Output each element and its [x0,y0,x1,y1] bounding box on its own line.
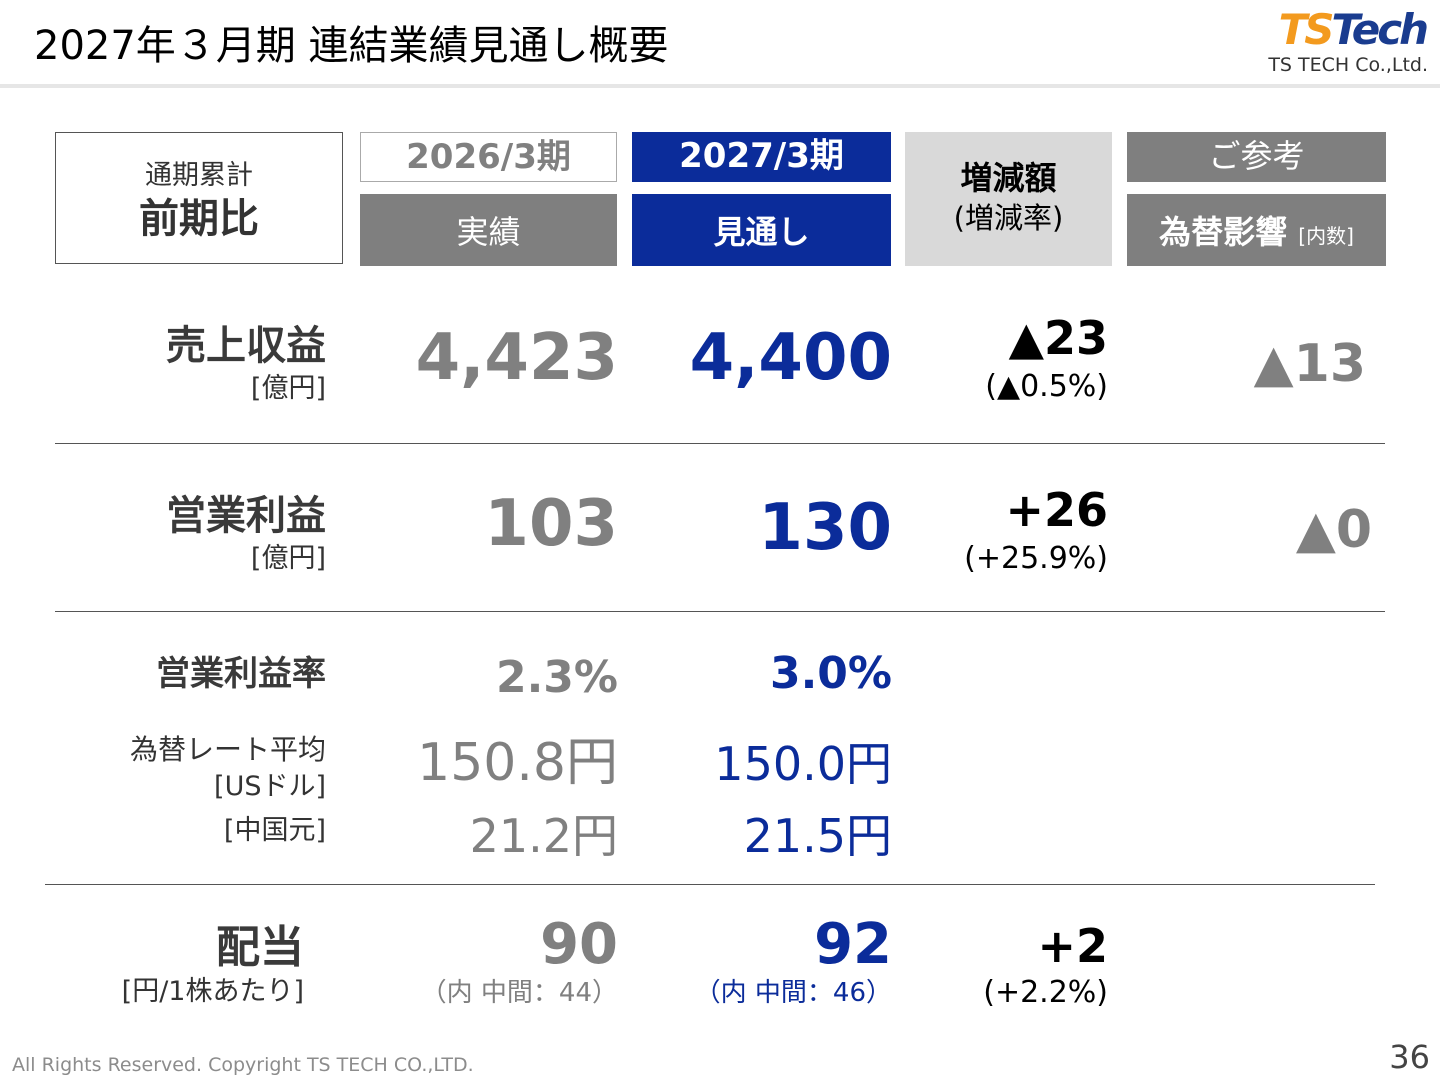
diff-header: 増減額 (増減率) [905,132,1112,266]
prev-actual-header: 実績 [360,194,617,266]
diff-header-amount: 増減額 [960,159,1057,197]
copyright-footer: All Rights Reserved. Copyright TS TECH C… [12,1054,474,1076]
op-income-fx-impact: ▲0 [1295,500,1372,560]
cur-forecast-header: 見通し [632,194,891,266]
dividend-label: 配当 [216,922,304,973]
op-margin-cur-value: 3.0% [769,648,892,699]
sales-fx-impact: ▲13 [1253,334,1366,394]
fx-rate-label: 為替レート平均 [129,733,326,766]
fx-impact-header: 為替影響 [内数] [1127,194,1386,266]
op-income-diff-rate: (+25.9%) [964,541,1108,576]
op-income-diff-value: +26 [1005,483,1108,537]
dividend-diff-rate: (+2.2%) [983,975,1108,1010]
fx-cny-label: [中国元] [223,815,326,846]
fx-usd-label: [USドル] [214,771,326,802]
page-title: 2027年３月期 連結業績見通し概要 [34,23,669,69]
period-label-line1: 通期累計 [145,160,253,191]
period-label-box: 通期累計 前期比 [55,132,343,264]
op-income-label: 営業利益 [166,493,326,539]
op-income-cur-value: 130 [758,491,892,565]
sales-diff-value: ▲23 [1008,311,1108,365]
prev-year-header: 2026/3期 [360,132,617,182]
op-income-prev-value: 103 [484,487,618,561]
fx-impact-label: 為替影響 [1159,213,1288,251]
title-divider [0,84,1440,88]
cur-year-header: 2027/3期 [632,132,891,182]
logo-tech: Tech [1331,5,1429,54]
dividend-cur-note: （内 中間：46） [694,978,892,1008]
sales-prev-value: 4,423 [415,321,618,395]
row-divider [55,611,1385,612]
dividend-cur-value: 92 [814,912,892,977]
dividend-prev-value: 90 [540,912,618,977]
row-divider [45,884,1375,885]
dividend-unit: [円/1株あたり] [121,976,304,1007]
page-number: 36 [1389,1038,1430,1076]
fx-impact-note: [内数] [1298,224,1354,248]
fx-cny-prev: 21.2円 [469,809,618,863]
op-margin-label: 営業利益率 [156,654,326,694]
row-divider [55,443,1385,444]
company-logo: TSTech [1278,2,1429,58]
sales-label: 売上収益 [166,323,326,369]
period-label-line2: 前期比 [139,196,259,242]
diff-header-rate: (増減率) [953,201,1064,235]
fx-usd-prev: 150.8円 [417,733,618,793]
fx-usd-cur: 150.0円 [714,737,892,791]
logo-subtitle: TS TECH Co.,Ltd. [1268,54,1428,76]
sales-unit: [億円] [250,373,326,404]
logo-ts: TS [1278,5,1335,54]
op-margin-prev-value: 2.3% [495,652,618,703]
sales-cur-value: 4,400 [689,321,892,395]
dividend-diff-value: +2 [1037,919,1108,973]
op-income-unit: [億円] [250,543,326,574]
dividend-prev-note: （内 中間：44） [420,978,618,1008]
reference-header: ご参考 [1127,132,1386,182]
fx-cny-cur: 21.5円 [743,809,892,863]
sales-diff-rate: (▲0.5%) [985,369,1108,404]
